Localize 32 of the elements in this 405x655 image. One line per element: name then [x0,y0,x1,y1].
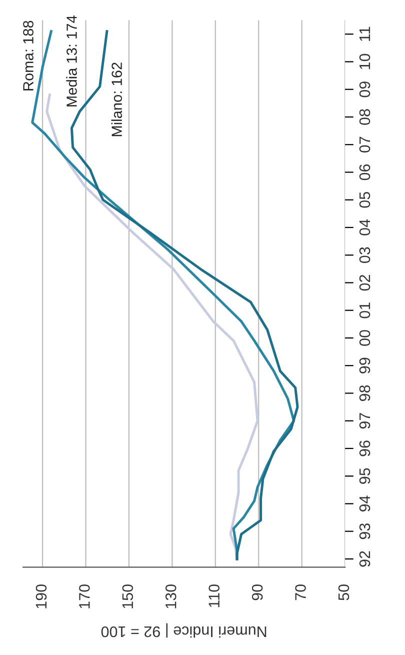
x-tick-label: 150 [122,584,134,608]
y-tick-label: 03 [359,247,370,263]
y-tick-label: 02 [359,274,370,291]
annotation: Roma: 188 [23,20,34,90]
x-axis-title: Numeri Indice | 92 = 100 [101,623,266,638]
x-tick-label: 190 [36,584,47,608]
y-tick-label: 97 [359,413,370,429]
y-tick-label: 93 [359,523,370,540]
x-tick-label: 70 [295,584,306,600]
y-tick-label: 95 [359,468,370,484]
x-tick-label: 130 [165,584,176,608]
y-tick-label: 96 [359,440,370,456]
annotation: Milano: 162 [111,62,122,136]
y-tick-label: 10 [359,54,370,70]
y-tick-label: 94 [359,496,370,512]
y-tick-label: 04 [359,219,370,236]
annotation: Media 13: 174 [66,16,77,106]
y-tick-label: 09 [359,82,370,98]
y-tick-label: 98 [359,385,370,401]
x-tick-label: 170 [79,584,90,608]
y-tick-label: 00 [359,330,370,346]
x-tick-label: 50 [338,584,350,600]
y-tick-label: 06 [359,164,370,180]
y-tick-label: 07 [359,136,370,153]
y-tick-label: 92 [359,551,370,567]
y-tick-label: 01 [359,302,370,318]
y-tick-label: 08 [359,109,370,125]
y-tick-label: 11 [360,26,370,41]
x-tick-label: 110 [208,584,220,608]
y-tick-label: 99 [359,358,370,374]
y-tick-label: 05 [359,192,370,208]
x-tick-label: 90 [252,584,263,600]
